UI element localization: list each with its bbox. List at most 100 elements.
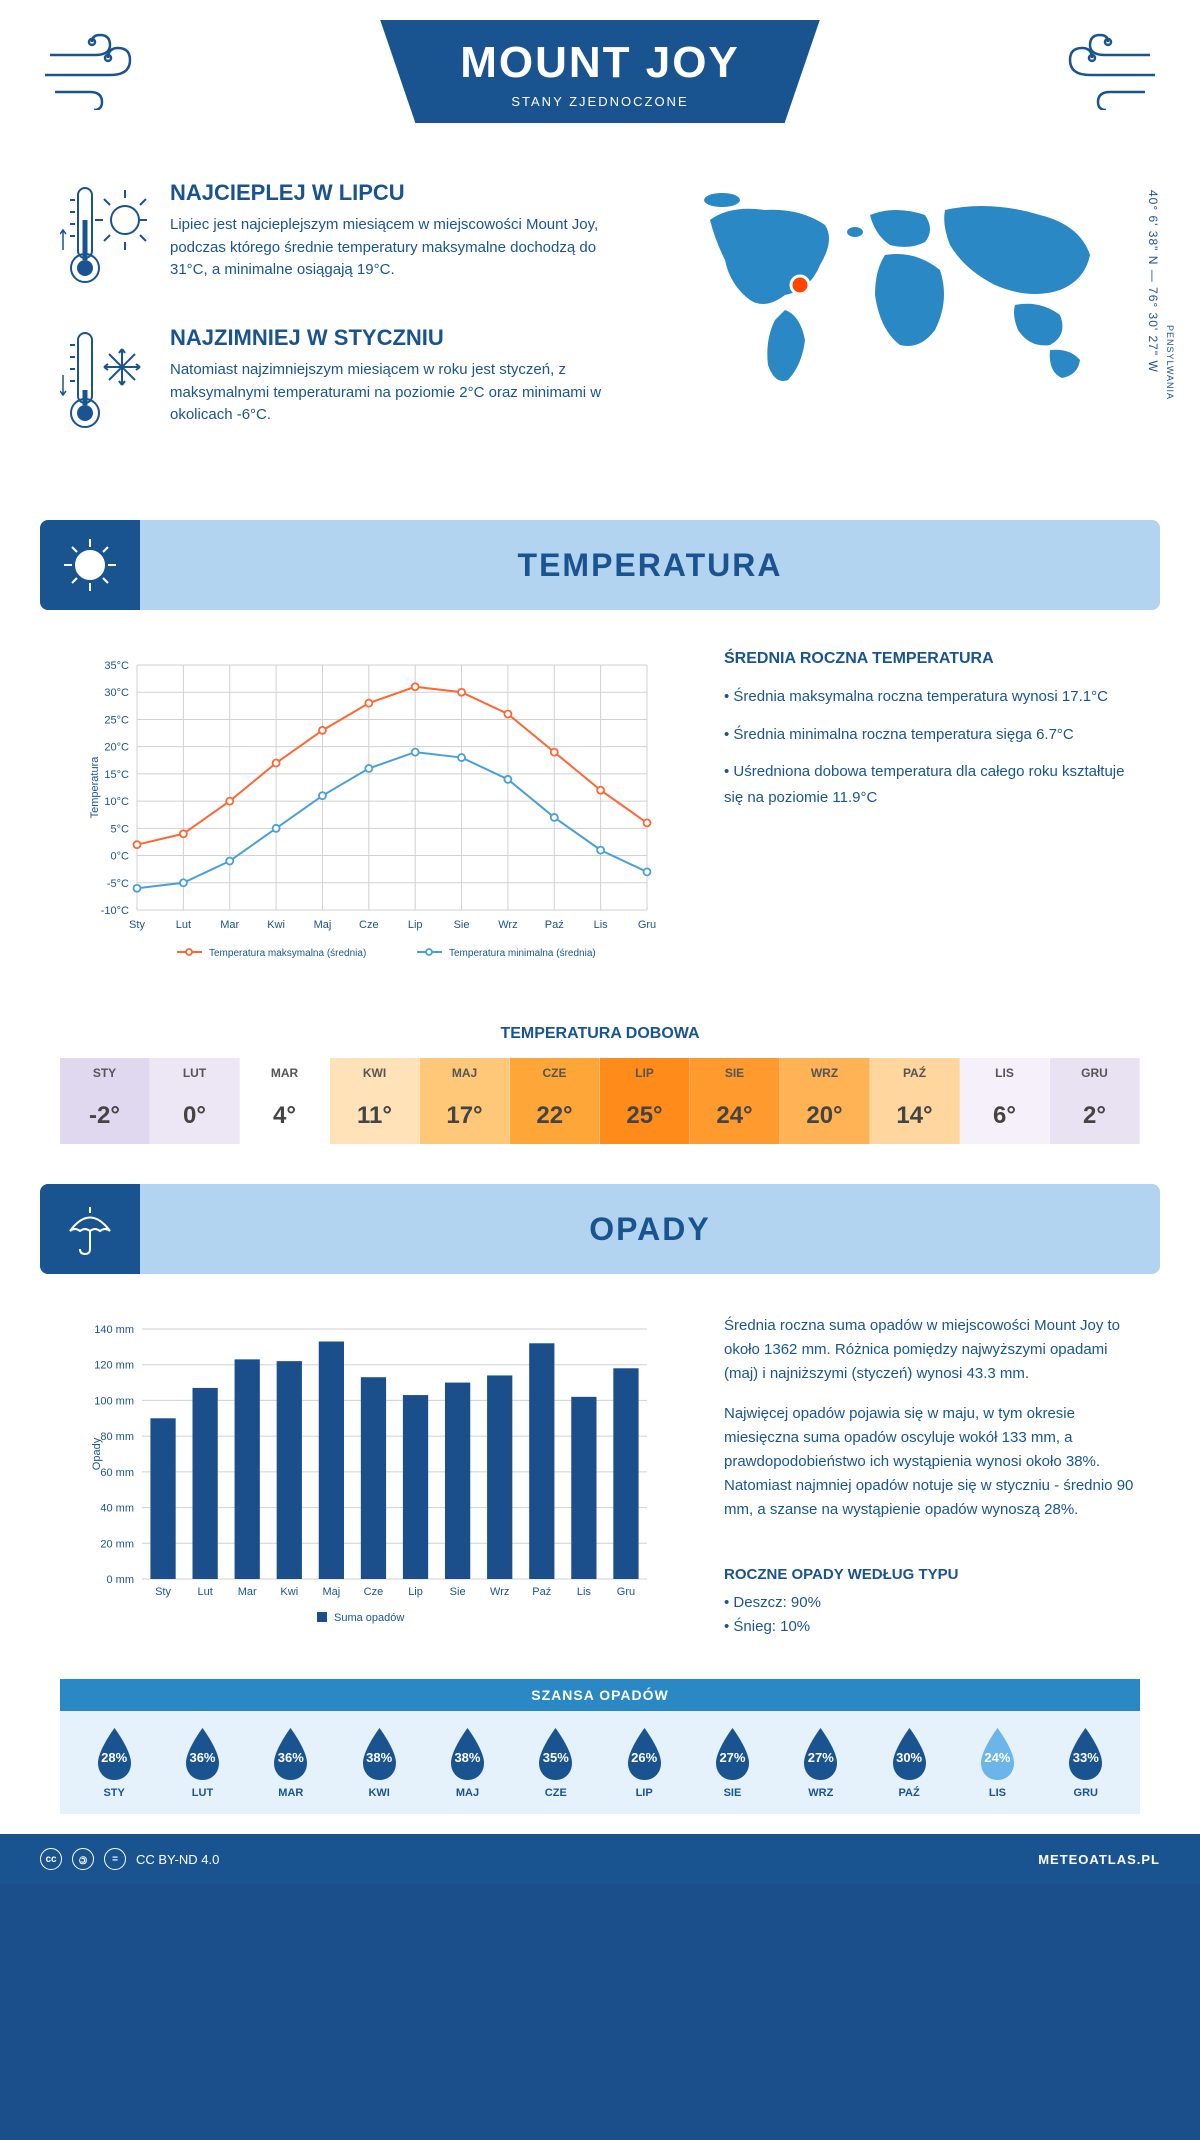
footer: cc 🄯 = CC BY-ND 4.0 METEOATLAS.PL <box>0 1834 1200 1884</box>
raindrop-icon: 24% <box>975 1726 1020 1781</box>
precip-chance-value: 30% <box>896 1750 922 1765</box>
svg-text:140 mm: 140 mm <box>94 1324 134 1336</box>
daily-temp-value: 20° <box>780 1088 869 1144</box>
temperature-heading: TEMPERATURA <box>518 547 783 584</box>
raindrop-icon: 28% <box>92 1726 137 1781</box>
precip-chance-cell: 36% LUT <box>158 1726 246 1799</box>
svg-text:20°C: 20°C <box>104 742 129 754</box>
svg-text:100 mm: 100 mm <box>94 1395 134 1407</box>
precip-chance-cell: 27% WRZ <box>777 1726 865 1799</box>
raindrop-icon: 35% <box>533 1726 578 1781</box>
license-text: CC BY-ND 4.0 <box>136 1852 219 1867</box>
svg-text:0 mm: 0 mm <box>107 1574 135 1586</box>
daily-temp-value: 4° <box>240 1088 329 1144</box>
by-icon: 🄯 <box>72 1848 94 1870</box>
svg-text:30°C: 30°C <box>104 687 129 699</box>
daily-temp-value: 25° <box>600 1088 689 1144</box>
svg-text:10°C: 10°C <box>104 796 129 808</box>
precip-chance-cell: 28% STY <box>70 1726 158 1799</box>
svg-text:Cze: Cze <box>364 1586 384 1598</box>
avg-temp-bullet-1: • Średnia maksymalna roczna temperatura … <box>724 684 1140 710</box>
svg-text:Temperatura minimalna (średnia: Temperatura minimalna (średnia) <box>449 948 596 959</box>
precip-chance-row: 28% STY 36% LUT 36% MAR 38% KWI <box>60 1711 1140 1814</box>
daily-month-label: LIP <box>600 1058 689 1088</box>
wind-icon-left <box>40 30 150 115</box>
precipitation-chart: 0 mm20 mm40 mm60 mm80 mm100 mm120 mm140 … <box>60 1314 684 1639</box>
svg-text:Paź: Paź <box>532 1586 551 1598</box>
precip-chance-month: MAJ <box>423 1787 511 1799</box>
precip-chance-month: PAŹ <box>865 1787 953 1799</box>
warmest-heading: NAJCIEPLEJ W LIPCU <box>170 180 620 206</box>
precip-chance-cell: 33% GRU <box>1042 1726 1130 1799</box>
region-label: PENSYLWANIA <box>1165 325 1175 400</box>
precip-chance-month: LUT <box>158 1787 246 1799</box>
precip-type-snow: • Śnieg: 10% <box>724 1615 1140 1639</box>
svg-text:60 mm: 60 mm <box>100 1467 134 1479</box>
raindrop-icon: 33% <box>1063 1726 1108 1781</box>
daily-cell: WRZ 20° <box>780 1058 870 1144</box>
raindrop-icon: 30% <box>887 1726 932 1781</box>
daily-temp-value: 14° <box>870 1088 959 1144</box>
daily-cell: GRU 2° <box>1050 1058 1140 1144</box>
precip-chance-month: GRU <box>1042 1787 1130 1799</box>
svg-text:Temperatura: Temperatura <box>89 756 101 819</box>
precip-chance-value: 26% <box>631 1750 657 1765</box>
intro-section: NAJCIEPLEJ W LIPCU Lipiec jest najcieple… <box>0 150 1200 500</box>
svg-text:Mar: Mar <box>220 919 239 931</box>
svg-text:15°C: 15°C <box>104 769 129 781</box>
precip-chance-value: 27% <box>719 1750 745 1765</box>
nd-icon: = <box>104 1848 126 1870</box>
precip-chance-month: CZE <box>512 1787 600 1799</box>
coldest-heading: NAJZIMNIEJ W STYCZNIU <box>170 325 620 351</box>
temperature-chart: -10°C-5°C0°C5°C10°C15°C20°C25°C30°C35°CS… <box>60 650 684 975</box>
daily-cell: LIP 25° <box>600 1058 690 1144</box>
raindrop-icon: 27% <box>710 1726 755 1781</box>
precip-chance-value: 36% <box>189 1750 215 1765</box>
precip-chance-cell: 24% LIS <box>953 1726 1041 1799</box>
daily-cell: KWI 11° <box>330 1058 420 1144</box>
precip-chance-cell: 27% SIE <box>688 1726 776 1799</box>
svg-text:Sie: Sie <box>450 1586 466 1598</box>
raindrop-icon: 38% <box>357 1726 402 1781</box>
raindrop-icon: 36% <box>268 1726 313 1781</box>
daily-cell: LUT 0° <box>150 1058 240 1144</box>
precip-chance-cell: 26% LIP <box>600 1726 688 1799</box>
svg-text:Opady: Opady <box>91 1437 103 1470</box>
warmest-block: NAJCIEPLEJ W LIPCU Lipiec jest najcieple… <box>60 180 620 295</box>
world-map-area: 40° 6' 38" N — 76° 30' 27" W PENSYLWANIA <box>660 180 1140 470</box>
thermometer-hot-icon <box>60 180 150 295</box>
svg-text:Gru: Gru <box>638 919 656 931</box>
intro-text-column: NAJCIEPLEJ W LIPCU Lipiec jest najcieple… <box>60 180 620 470</box>
coldest-text: NAJZIMNIEJ W STYCZNIU Natomiast najzimni… <box>170 325 620 440</box>
svg-text:Lis: Lis <box>577 1586 592 1598</box>
svg-text:Wrz: Wrz <box>498 919 517 931</box>
svg-text:Lis: Lis <box>594 919 609 931</box>
precip-chance-month: LIP <box>600 1787 688 1799</box>
daily-temp-value: -2° <box>60 1088 149 1144</box>
svg-text:Sty: Sty <box>129 919 145 931</box>
precip-chance-month: WRZ <box>777 1787 865 1799</box>
daily-month-label: CZE <box>510 1058 599 1088</box>
precipitation-section-header: OPADY <box>40 1184 1160 1274</box>
precip-chance-month: MAR <box>247 1787 335 1799</box>
precipitation-type-block: ROCZNE OPADY WEDŁUG TYPU • Deszcz: 90% •… <box>724 1566 1140 1639</box>
svg-text:Wrz: Wrz <box>490 1586 509 1598</box>
title-banner: MOUNT JOY STANY ZJEDNOCZONE <box>380 20 820 123</box>
svg-text:40 mm: 40 mm <box>100 1503 134 1515</box>
avg-temp-bullet-2: • Średnia minimalna roczna temperatura s… <box>724 722 1140 748</box>
svg-text:Suma opadów: Suma opadów <box>334 1612 404 1624</box>
precip-chance-month: KWI <box>335 1787 423 1799</box>
thermometer-cold-icon <box>60 325 150 440</box>
daily-temp-value: 24° <box>690 1088 779 1144</box>
precip-chance-cell: 35% CZE <box>512 1726 600 1799</box>
page-root: MOUNT JOY STANY ZJEDNOCZONE NAJCIEPLEJ W… <box>0 0 1200 1884</box>
daily-temp-value: 22° <box>510 1088 599 1144</box>
coordinates-label: 40° 6' 38" N — 76° 30' 27" W <box>1146 190 1160 373</box>
header: MOUNT JOY STANY ZJEDNOCZONE <box>0 0 1200 150</box>
svg-text:35°C: 35°C <box>104 660 129 672</box>
license-block: cc 🄯 = CC BY-ND 4.0 <box>40 1848 219 1870</box>
daily-cell: LIS 6° <box>960 1058 1050 1144</box>
precipitation-content: 0 mm20 mm40 mm60 mm80 mm100 mm120 mm140 … <box>0 1294 1200 1659</box>
svg-text:Kwi: Kwi <box>280 1586 298 1598</box>
daily-month-label: LIS <box>960 1058 1049 1088</box>
